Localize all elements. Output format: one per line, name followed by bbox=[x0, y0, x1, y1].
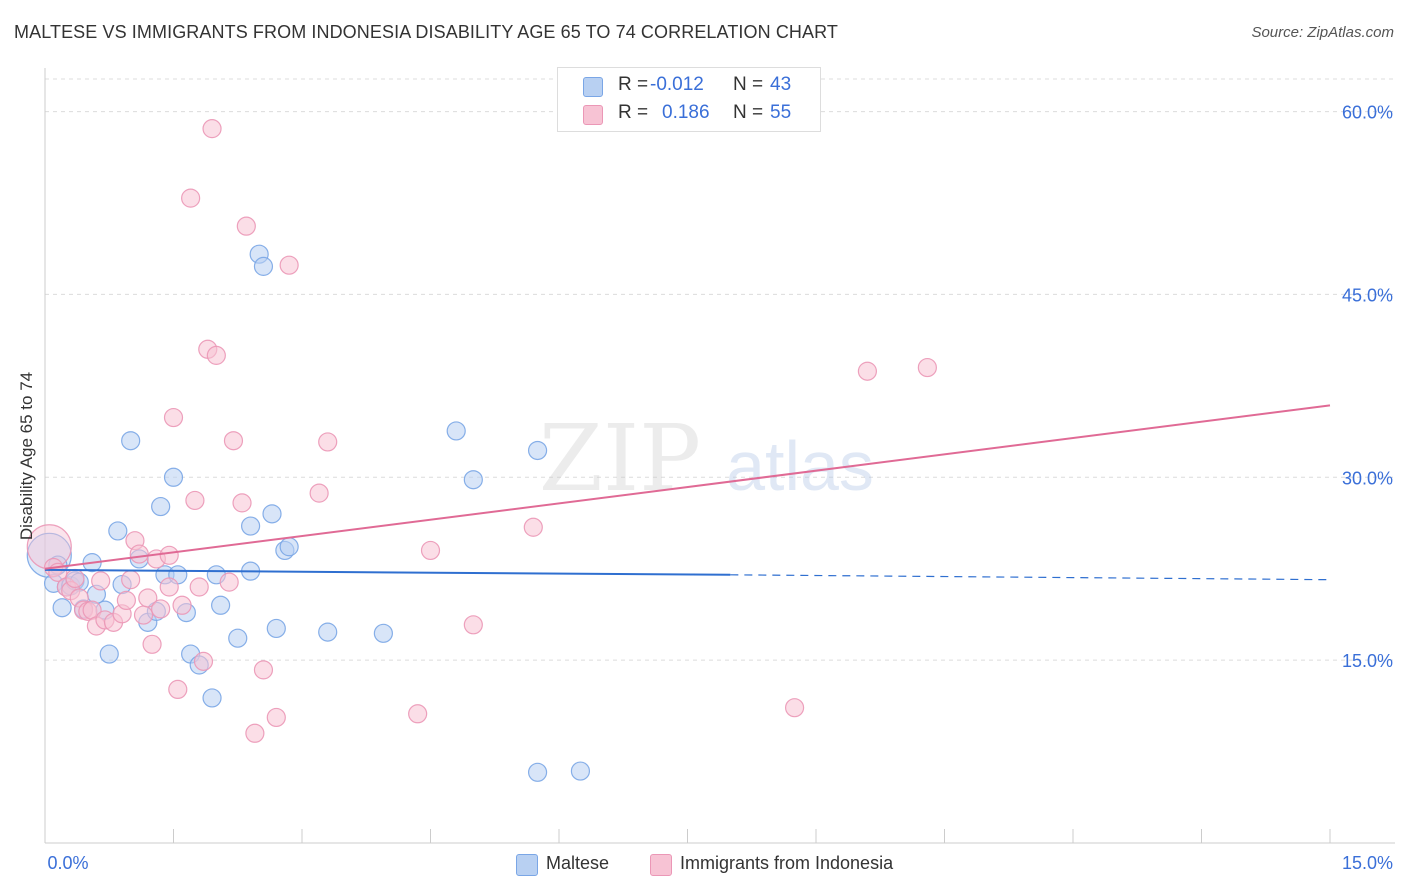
indonesia-point bbox=[129, 544, 149, 564]
maltese-point bbox=[151, 496, 171, 517]
indonesia-point bbox=[318, 432, 338, 452]
bottom-legend-label-maltese: Maltese bbox=[546, 853, 610, 873]
maltese-point bbox=[163, 467, 184, 487]
bottom-legend-swatch-maltese bbox=[516, 854, 538, 876]
y-tick-label: 15.0% bbox=[1342, 651, 1393, 671]
maltese-point bbox=[121, 431, 141, 451]
indonesia-point bbox=[784, 698, 805, 718]
bottom-legend-swatch-indonesia bbox=[650, 854, 672, 876]
indonesia-point bbox=[236, 216, 256, 236]
indonesia-point bbox=[172, 595, 192, 615]
indonesia-point bbox=[245, 723, 265, 743]
legend-n-value: 55 bbox=[770, 102, 792, 123]
maltese-point bbox=[52, 598, 72, 618]
maltese-trend-extension bbox=[730, 574, 1331, 581]
x-tick-label: 0.0% bbox=[47, 853, 88, 873]
indonesia-point bbox=[408, 704, 428, 724]
legend-n-label: N = bbox=[733, 102, 764, 123]
y-tick-labels: 15.0% 30.0% 45.0% 60.0% bbox=[1342, 103, 1393, 672]
source-label: Source: ZipAtlas.com bbox=[1251, 24, 1394, 41]
watermark: ZIP atlas bbox=[539, 405, 874, 512]
indonesia-point bbox=[138, 588, 158, 608]
indonesia-point bbox=[857, 361, 878, 381]
indonesia-point bbox=[189, 577, 209, 597]
y-tick-label: 45.0% bbox=[1342, 285, 1393, 305]
axes bbox=[44, 68, 1395, 844]
legend-r-value: 0.186 bbox=[662, 102, 710, 123]
legend-r-label: R = bbox=[618, 74, 649, 95]
trend-lines bbox=[44, 404, 1331, 581]
indonesia-point bbox=[193, 651, 214, 671]
indonesia-point bbox=[185, 490, 205, 511]
indonesia-point bbox=[116, 590, 136, 611]
maltese-point bbox=[373, 623, 393, 643]
indonesia-point bbox=[463, 615, 483, 635]
maltese-point bbox=[99, 644, 119, 664]
maltese-point bbox=[253, 256, 274, 276]
indonesia-point bbox=[219, 572, 239, 592]
indonesia-point bbox=[309, 483, 329, 503]
legend-swatch-maltese bbox=[583, 77, 603, 97]
indonesia-point bbox=[159, 577, 179, 597]
maltese-point bbox=[108, 521, 128, 541]
indonesia-point bbox=[133, 605, 154, 625]
indonesia-point bbox=[202, 119, 222, 139]
indonesia-point bbox=[142, 634, 162, 654]
legend-n-label: N = bbox=[733, 74, 764, 95]
x-tick-labels: 0.0% 15.0% bbox=[47, 853, 1393, 873]
y-tick-label: 30.0% bbox=[1342, 468, 1393, 488]
maltese-point bbox=[463, 470, 483, 490]
indonesia-point bbox=[223, 431, 244, 451]
maltese-point bbox=[570, 761, 591, 781]
indonesia-point bbox=[168, 679, 188, 700]
indonesia-point bbox=[266, 707, 286, 728]
legend-swatch-indonesia bbox=[583, 105, 603, 125]
maltese-point bbox=[527, 440, 548, 461]
indonesia-trend-line bbox=[44, 404, 1331, 570]
indonesia-point bbox=[253, 660, 274, 680]
y-axis-label: Disability Age 65 to 74 bbox=[17, 372, 36, 540]
maltese-point bbox=[228, 628, 248, 648]
indonesia-point bbox=[163, 407, 184, 428]
indonesia-point bbox=[279, 255, 299, 275]
indonesia-point bbox=[151, 599, 171, 619]
indonesia-point bbox=[420, 540, 441, 561]
maltese-point bbox=[211, 595, 231, 615]
indonesia-point bbox=[91, 571, 111, 591]
maltese-point bbox=[446, 421, 466, 441]
x-tick-label: 15.0% bbox=[1342, 853, 1393, 873]
maltese-point bbox=[279, 537, 299, 557]
maltese-point bbox=[262, 504, 282, 524]
watermark-zip: ZIP bbox=[539, 405, 701, 512]
bottom-legend-label-indonesia: Immigrants from Indonesia bbox=[680, 853, 894, 873]
correlation-legend: R = -0.012 N = 43 R = 0.186 N = 55 bbox=[557, 67, 821, 132]
legend-n-value: 43 bbox=[770, 74, 792, 95]
legend-r-label: R = bbox=[618, 102, 649, 123]
maltese-point bbox=[202, 688, 222, 708]
maltese-point bbox=[527, 762, 548, 782]
legend-r-value: -0.012 bbox=[650, 74, 704, 95]
maltese-point bbox=[266, 618, 286, 639]
maltese-trend-line bbox=[44, 568, 731, 576]
indonesia-point bbox=[206, 345, 226, 365]
indonesia-point bbox=[121, 570, 141, 590]
chart-title: MALTESE VS IMMIGRANTS FROM INDONESIA DIS… bbox=[14, 22, 838, 42]
indonesia-point bbox=[917, 357, 937, 378]
indonesia-point bbox=[65, 568, 85, 589]
indonesia-point bbox=[159, 545, 179, 565]
y-tick-label: 60.0% bbox=[1342, 103, 1393, 123]
indonesia-point bbox=[232, 493, 252, 513]
indonesia-point bbox=[181, 188, 201, 208]
maltese-point bbox=[318, 622, 338, 642]
maltese-point bbox=[241, 516, 261, 536]
indonesia-point bbox=[523, 517, 543, 537]
